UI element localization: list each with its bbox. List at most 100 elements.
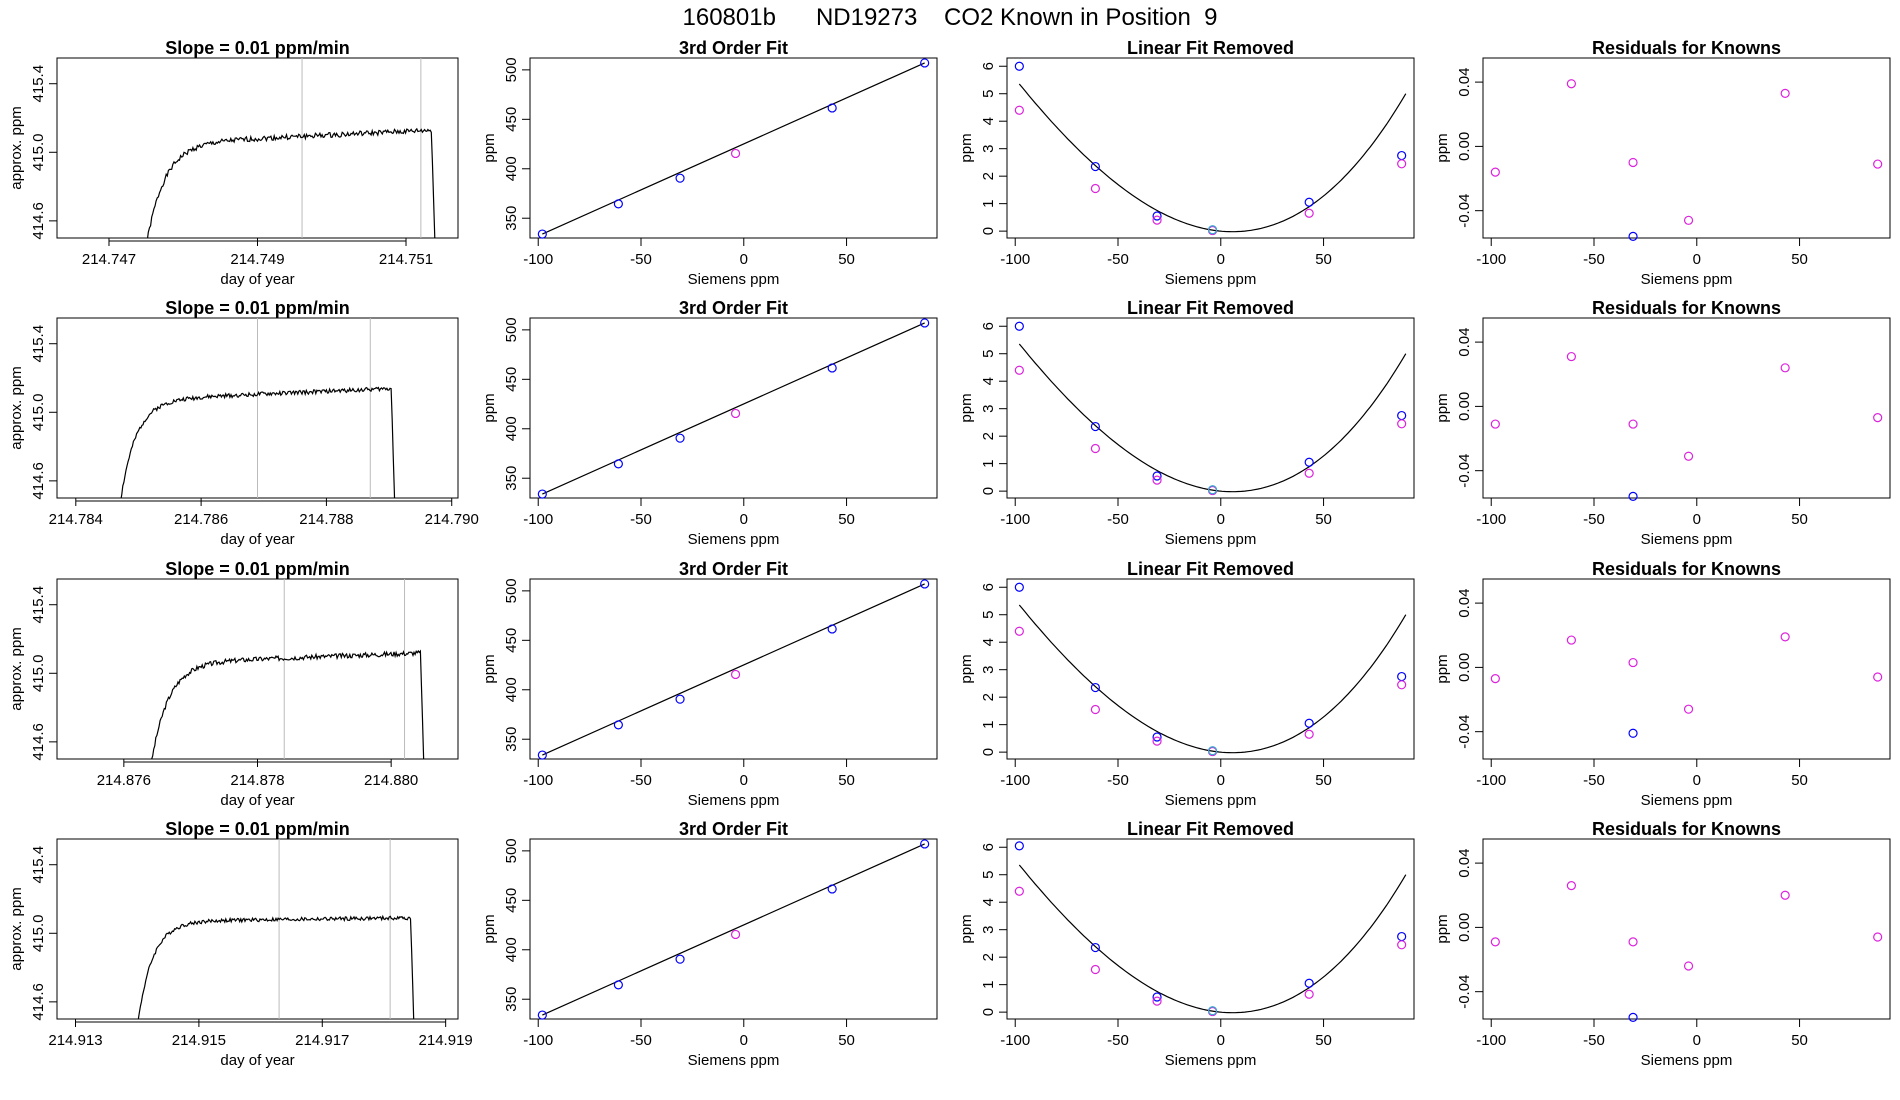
panel-title: Residuals for Knowns <box>1592 559 1781 579</box>
x-tick-label: 214.790 <box>425 511 479 528</box>
x-tick-label: 0 <box>1217 772 1225 789</box>
data-point <box>1628 491 1638 501</box>
data-point <box>1304 468 1314 478</box>
y-tick-label: 415.4 <box>30 586 47 624</box>
panel-title: Residuals for Knowns <box>1592 38 1781 58</box>
plot-frame <box>1006 578 1415 760</box>
x-axis-label: Siemens ppm <box>1165 792 1257 809</box>
data-point <box>1090 964 1100 975</box>
y-tick-label: 0 <box>980 748 997 756</box>
plot-frame <box>56 578 459 760</box>
data-point <box>920 839 930 849</box>
data-point <box>1207 225 1218 235</box>
data-point <box>1152 475 1162 485</box>
y-axis-label: approx. ppm <box>8 366 25 449</box>
x-tick-label: 50 <box>1315 251 1332 268</box>
data-point <box>1014 582 1024 592</box>
x-tick-label: -50 <box>1107 251 1129 268</box>
x-axis-label: Siemens ppm <box>688 271 780 288</box>
y-tick-label: 500 <box>503 57 520 82</box>
x-tick-label: 0 <box>1217 511 1225 528</box>
y-tick-label: 415.0 <box>30 915 47 953</box>
y-tick-label: 0.04 <box>1456 589 1473 618</box>
y-tick-label: 3 <box>980 666 997 674</box>
data-point <box>1683 961 1694 971</box>
x-tick-label: 0 <box>740 511 748 528</box>
y-tick-label: 6 <box>980 583 997 591</box>
y-tick-label: 414.6 <box>30 202 47 240</box>
data-point <box>827 884 837 894</box>
y-tick-label: 0 <box>980 487 997 495</box>
x-tick-label: 0 <box>1693 251 1701 268</box>
x-axis-label: Siemens ppm <box>1641 531 1733 548</box>
data-point <box>1566 881 1576 891</box>
x-axis-label: day of year <box>220 792 294 809</box>
data-point <box>1304 978 1314 988</box>
y-tick-label: -0.04 <box>1456 975 1473 1009</box>
data-point <box>730 669 741 680</box>
series-line <box>151 649 425 759</box>
x-tick-label: 214.913 <box>48 1032 102 1049</box>
y-tick-label: 500 <box>503 317 520 342</box>
y-tick-label: 400 <box>503 677 520 702</box>
data-point <box>827 624 837 634</box>
data-point <box>1014 61 1024 71</box>
x-axis-label: Siemens ppm <box>1641 792 1733 809</box>
x-tick-label: 0 <box>1693 511 1701 528</box>
y-tick-label: 415.4 <box>30 846 47 884</box>
panel-r3-c0: Slope = 0.01 ppm/min 214.913 214.915 214.91… <box>8 819 473 1069</box>
data-point <box>1490 419 1500 429</box>
data-point <box>1628 231 1638 241</box>
y-tick-label: 0 <box>980 227 997 235</box>
data-point <box>1207 485 1218 495</box>
y-tick-label: 400 <box>503 156 520 181</box>
data-point <box>1397 931 1407 942</box>
x-tick-label: 214.747 <box>82 251 136 268</box>
data-point <box>1490 937 1500 947</box>
data-point <box>1628 937 1638 947</box>
data-point <box>1304 989 1314 999</box>
plot-frame <box>56 57 459 239</box>
y-tick-label: 6 <box>980 843 997 851</box>
data-point <box>1490 167 1500 177</box>
x-tick-label: 214.917 <box>295 1032 349 1049</box>
x-tick-label: 214.919 <box>419 1032 473 1049</box>
fit-line <box>542 62 925 235</box>
plot-frame <box>56 838 459 1020</box>
x-tick-label: -50 <box>1583 251 1605 268</box>
panel-title: Residuals for Knowns <box>1592 298 1781 318</box>
plot-frame <box>1006 838 1415 1020</box>
x-tick-label: -100 <box>523 511 553 528</box>
data-point <box>613 459 623 469</box>
data-point <box>675 694 685 704</box>
data-point <box>613 980 623 990</box>
x-tick-label: 214.786 <box>174 511 228 528</box>
y-tick-label: 2 <box>980 953 997 961</box>
x-tick-label: 50 <box>1315 1032 1332 1049</box>
data-point <box>1628 1012 1638 1022</box>
panel-title: Linear Fit Removed <box>1127 559 1294 579</box>
data-point <box>827 363 837 373</box>
x-tick-label: -100 <box>523 1032 553 1049</box>
data-point <box>920 58 930 68</box>
fit-curve <box>1018 83 1407 233</box>
y-tick-label: 450 <box>503 107 520 132</box>
y-tick-label: 415.4 <box>30 65 47 103</box>
data-point <box>1152 992 1162 1002</box>
data-point <box>1628 657 1638 668</box>
x-tick-label: -100 <box>1476 772 1506 789</box>
x-axis-label: Siemens ppm <box>1165 271 1257 288</box>
x-axis-label: day of year <box>220 1052 294 1069</box>
panel-r1-c1: 3rd Order Fit -100 -50 0 50 350 400 450 500 Sieme… <box>481 298 938 548</box>
panel-title: Linear Fit Removed <box>1127 819 1294 839</box>
data-point <box>1207 746 1218 756</box>
data-point <box>675 954 685 964</box>
panel-title: Slope = 0.01 ppm/min <box>165 38 350 58</box>
y-tick-label: -0.04 <box>1456 454 1473 488</box>
data-point <box>1304 457 1314 467</box>
y-axis-label: ppm <box>958 393 975 422</box>
x-tick-label: -100 <box>523 772 553 789</box>
y-tick-label: 0 <box>980 1008 997 1016</box>
data-point <box>1683 704 1694 714</box>
data-point <box>1628 728 1638 738</box>
